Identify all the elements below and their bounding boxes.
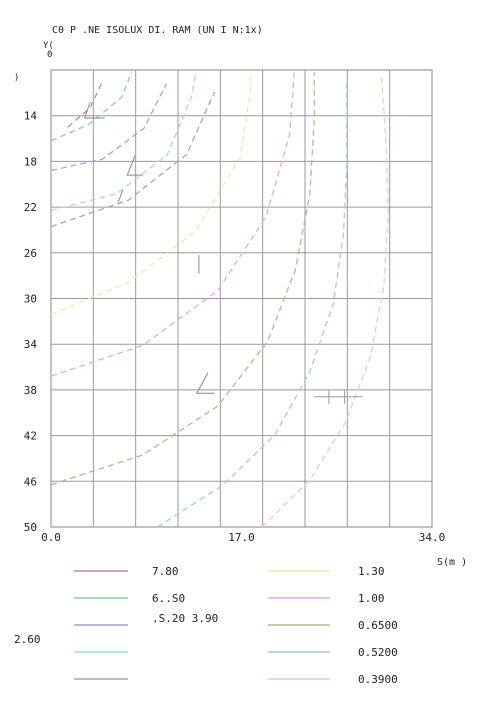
y-tick-label: 22 [24,201,37,214]
legend-label: 6..S0 [152,592,185,605]
isolux-curve [50,72,133,142]
x-tick-labels: 0.0 17.0 34.0 [41,531,445,544]
isolux-curves [50,72,389,528]
y-tick-label: 50 [24,521,37,534]
y-tick-labels: 14 18 22 26 30 34 38 42 46 50 [24,110,38,534]
isolux-curve [50,72,315,486]
y-tick-label: 34 [24,338,38,351]
isolux-curve [50,91,216,228]
isolux-curve [261,76,389,528]
curve-marker [195,372,215,394]
curve-marker [126,155,143,176]
y-tick-label: 14 [24,110,38,123]
y-tick-label: 18 [24,155,37,168]
legend-label: 2.60 [14,633,41,646]
legend-label: .S.20 3.90 [152,612,218,625]
legend-label: 0.6500 [358,619,398,632]
legend-label: 0.5200 [358,646,398,659]
y-axis-zero-label: 0 [47,50,52,60]
curve-marker [83,101,105,119]
y-tick-label: 42 [24,430,37,443]
y-axis-label: Y( [43,41,54,51]
isolux-curve [67,83,102,128]
y-tick-label: 26 [24,247,37,260]
y-tick-label: 30 [24,293,37,306]
isolux-curve [50,72,197,212]
legend-label: 7.80 [152,565,179,578]
x-tick-label: 17.0 [228,531,255,544]
x-tick-label: 34.0 [419,531,446,544]
chart-legend: 7.80 6..S0 .S.20 3.90 2.60 1.30 1.00 0.6500 0.5… [14,565,398,686]
isolux-curve [157,79,348,528]
chart-title: C0 P .NE ISOLUX DI. RAM (UN I N:1x) [52,25,263,36]
curve-marker [117,189,124,203]
y-tick-label: 38 [24,384,37,397]
y-tick-label: 46 [24,475,37,488]
legend-label: 0.3900 [358,673,398,686]
isolux-curve [50,72,252,316]
x-tick-label: 0.0 [41,531,61,544]
curve-markers [83,101,363,404]
y-axis-unit-label: ) [14,73,19,83]
isolux-curve [50,72,295,377]
legend-label: 1.30 [358,565,385,578]
plot-grid [50,69,433,528]
x-axis-label: S(m ) [437,557,467,568]
legend-label: 1.00 [358,592,385,605]
